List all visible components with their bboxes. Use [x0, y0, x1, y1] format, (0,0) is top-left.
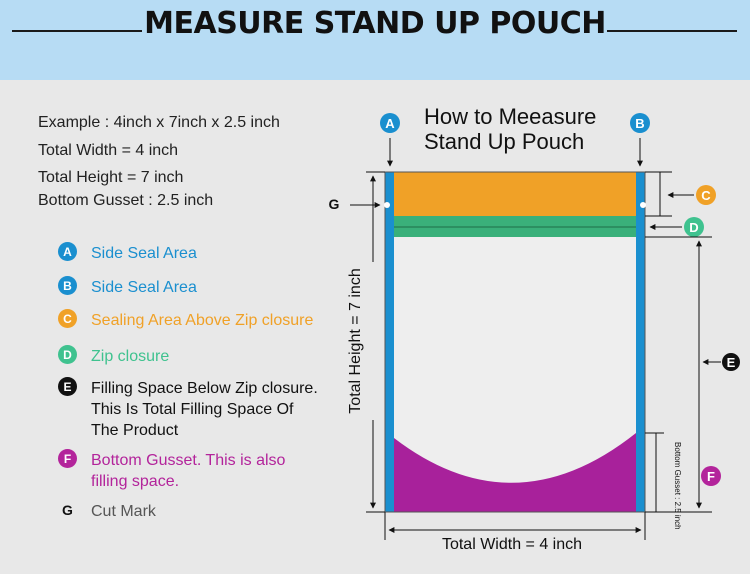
height-label: Total Height = 7 inch: [347, 268, 364, 413]
banner-rule-right: [607, 30, 737, 32]
legend-item-f: F Bottom Gusset. This is also filling sp…: [58, 449, 286, 492]
marker-f: [701, 466, 721, 486]
legend-badge: G: [62, 501, 73, 518]
header-banner: MEASURE STAND UP POUCH: [0, 0, 750, 80]
marker-e: [722, 353, 740, 371]
legend-label: Side Seal Area: [91, 279, 197, 296]
legend-item-a: A Side Seal Area: [58, 242, 197, 264]
marker-e-label: E: [727, 355, 736, 370]
pouch-outline: [384, 171, 646, 513]
legend-item-e: E Filling Space Below Zip closure. This …: [58, 377, 318, 441]
legend-item-d: D Zip closure: [58, 345, 170, 367]
marker-d-label: D: [689, 220, 698, 235]
marker-a-label: A: [385, 116, 395, 131]
cut-mark-left: [384, 202, 390, 208]
legend-label: Zip closure: [91, 348, 170, 365]
marker-a: [380, 113, 400, 133]
example-line: Bottom Gusset : 2.5 inch: [38, 192, 214, 209]
legend-item-c: C Sealing Area Above Zip closure: [58, 309, 314, 331]
legend-label: Filling Space Below Zip closure. This Is…: [91, 380, 318, 439]
marker-b-label: B: [635, 116, 644, 131]
marker-f-label: F: [707, 469, 715, 484]
legend-badge: D: [58, 345, 77, 364]
legend-label: Side Seal Area: [91, 245, 197, 262]
marker-c-label: C: [701, 188, 711, 203]
example-line: Example : 4inch x 7inch x 2.5 inch: [38, 114, 280, 131]
side-seal-right: [636, 172, 645, 512]
legend-label: Bottom Gusset. This is also filling spac…: [91, 452, 286, 490]
cut-mark-right: [640, 202, 646, 208]
example-line: Total Width = 4 inch: [38, 142, 179, 159]
marker-c: [696, 185, 716, 205]
page-title: MEASURE STAND UP POUCH: [144, 6, 606, 41]
bottom-gusset: [394, 433, 636, 512]
example-line: Total Height = 7 inch: [38, 169, 184, 186]
diagram-title-line2: Stand Up Pouch: [424, 129, 584, 154]
legend-badge: B: [58, 276, 77, 295]
legend-item-g: G Cut Mark: [58, 501, 156, 522]
width-label: Total Width = 4 inch: [442, 536, 582, 553]
legend-badge: E: [58, 377, 77, 396]
legend-badge: A: [58, 242, 77, 261]
diagram-title-line1: How to Meeasure: [424, 104, 596, 129]
marker-b: [630, 113, 650, 133]
legend-label: Cut Mark: [91, 503, 156, 520]
legend-badge: C: [58, 309, 77, 328]
top-seal-area: [385, 172, 645, 216]
banner-rule-left: [12, 30, 142, 32]
legend-item-b: B Side Seal Area: [58, 276, 197, 298]
marker-g-label: G: [329, 196, 340, 212]
marker-d: [684, 217, 704, 237]
legend-badge: F: [58, 449, 77, 468]
height-label-bg: [364, 262, 382, 420]
legend-label: Sealing Area Above Zip closure: [91, 312, 314, 329]
gusset-label: Bottom Gusset : 2.5 inch: [673, 442, 682, 530]
side-seal-left: [385, 172, 394, 512]
